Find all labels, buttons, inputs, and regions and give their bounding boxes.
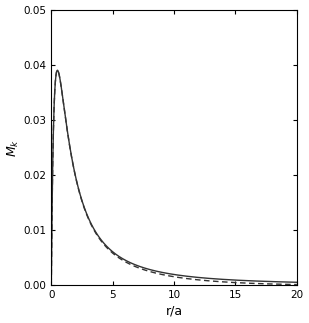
Y-axis label: $M_k$: $M_k$ <box>6 139 21 157</box>
X-axis label: r/a: r/a <box>166 305 183 318</box>
